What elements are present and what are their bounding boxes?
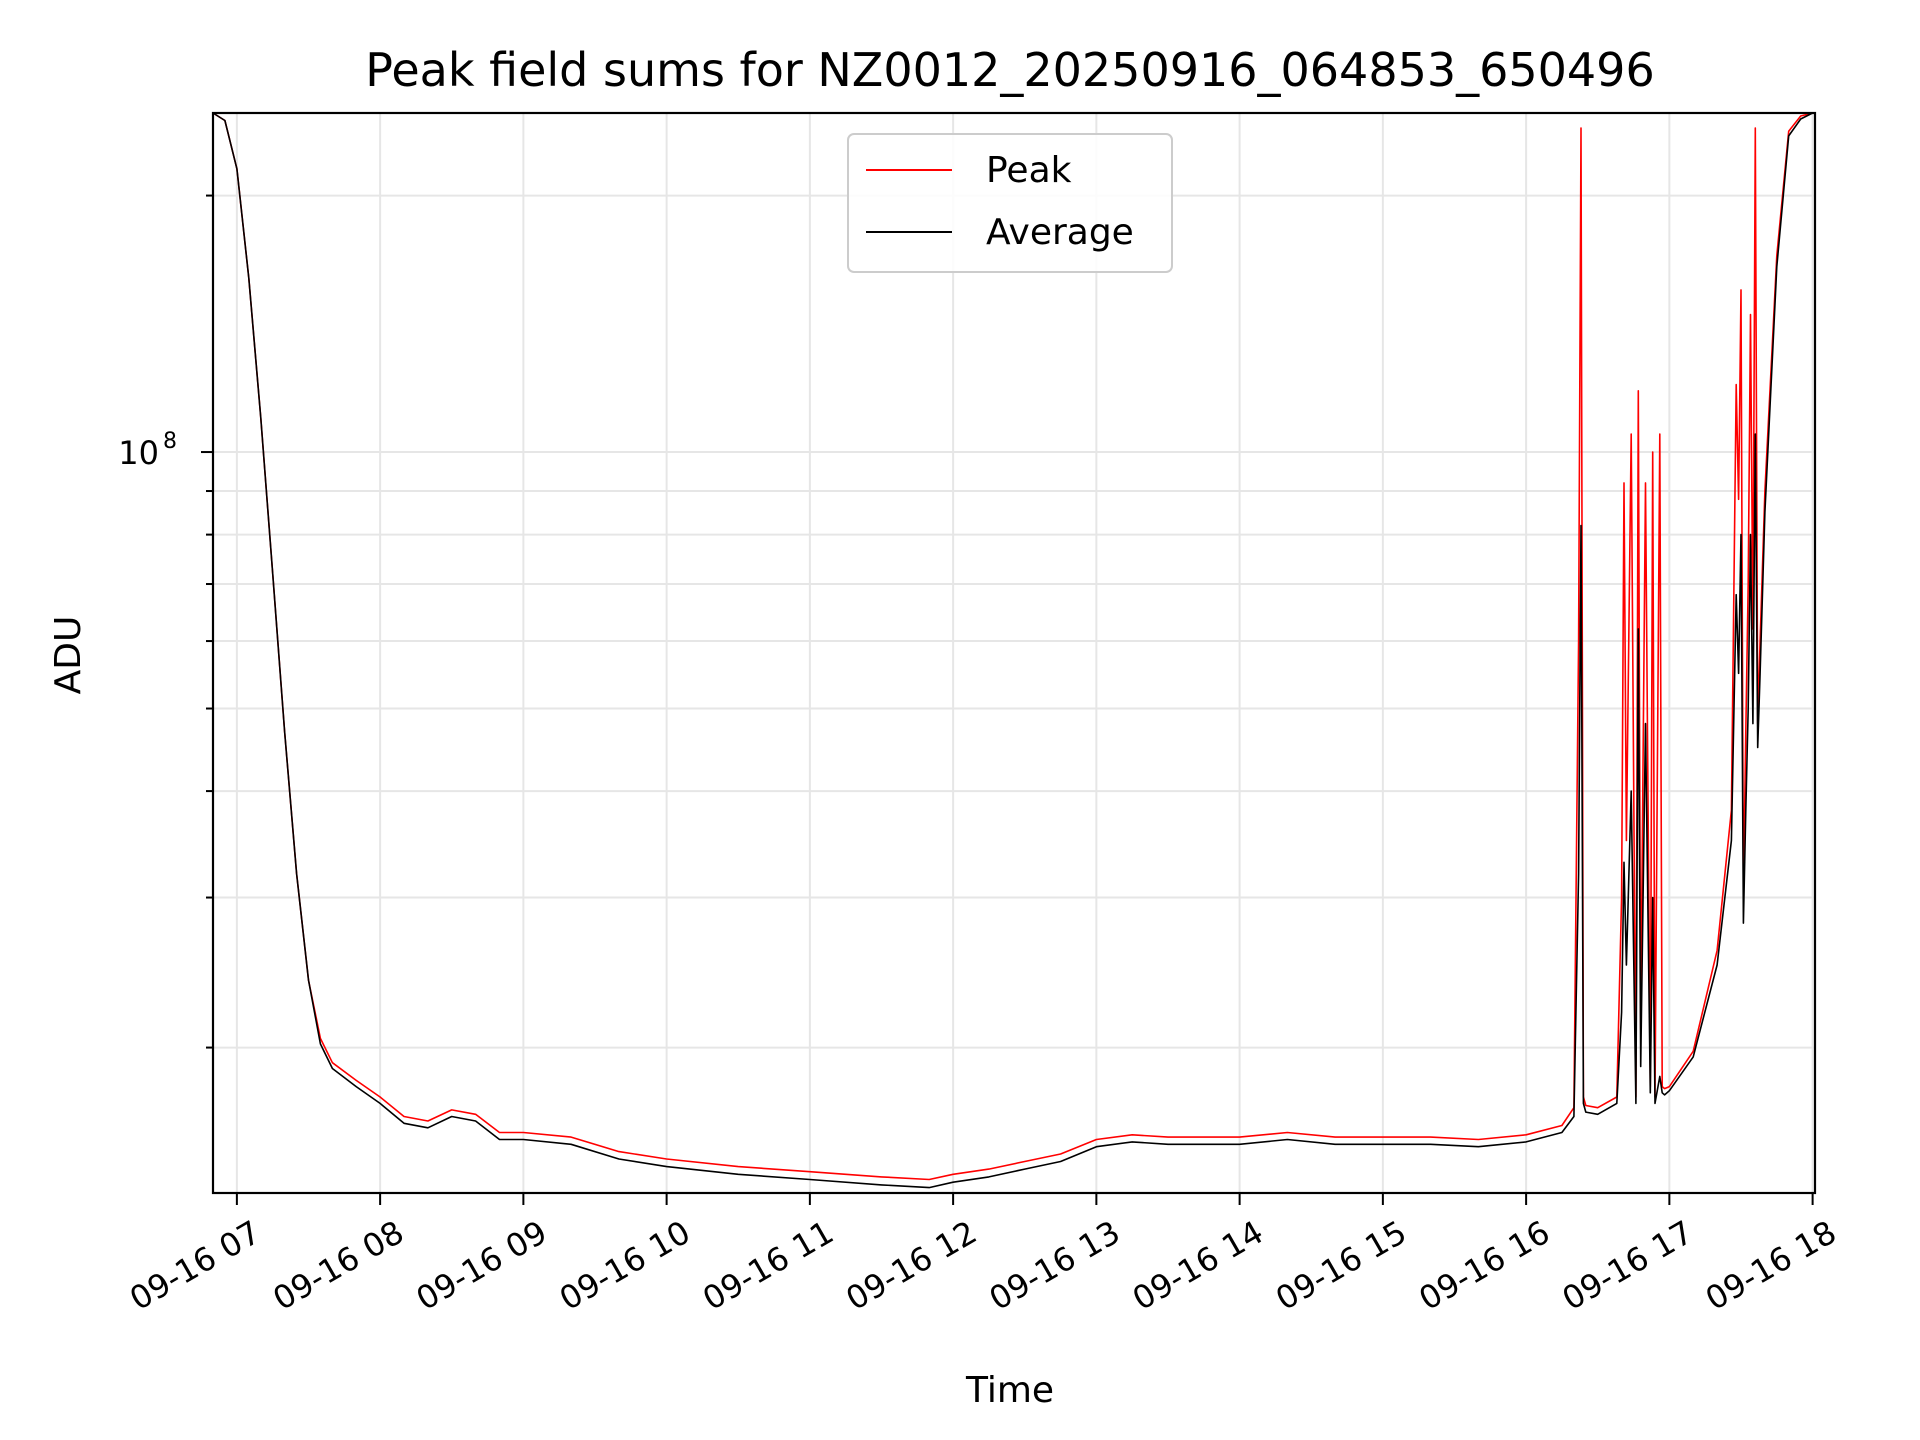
legend: Peak Average [847,133,1173,273]
y-tick-label-exponent: 8 [163,429,177,454]
plot-frame [211,111,1817,1195]
x-tick-label: 09-16 10 [553,1213,697,1318]
y-tick-label: 10 [118,434,159,472]
x-axis-label: Time [965,1370,1054,1411]
x-tick-label: 09-16 18 [1699,1213,1843,1318]
x-tick-label: 09-16 13 [983,1213,1127,1318]
x-axis-ticks: 09-16 07 09-16 08 09-16 09 09-16 10 09-16 11… [123,1193,1843,1318]
x-tick-label: 09-16 15 [1269,1213,1413,1318]
x-tick-label: 09-16 08 [267,1213,411,1318]
series-line-average [212,112,1815,1189]
series-layer [212,112,1815,1189]
x-tick-label: 09-16 17 [1556,1213,1700,1318]
x-tick-label: 09-16 11 [696,1213,840,1318]
chart-title: Peak field sums for NZ0012_20250916_0648… [365,43,1654,97]
legend-box [847,133,1173,273]
x-tick-label: 09-16 09 [410,1213,554,1318]
grid [213,113,1815,1193]
y-axis-label: ADU [48,616,89,695]
legend-label-peak: Peak [986,150,1072,191]
x-tick-label: 09-16 07 [123,1213,267,1318]
x-tick-label: 09-16 12 [840,1213,984,1318]
legend-label-average: Average [986,212,1134,253]
x-tick-label: 09-16 16 [1413,1213,1557,1318]
x-tick-label: 09-16 14 [1126,1213,1270,1318]
y-axis-ticks: 10 8 [118,194,213,1049]
